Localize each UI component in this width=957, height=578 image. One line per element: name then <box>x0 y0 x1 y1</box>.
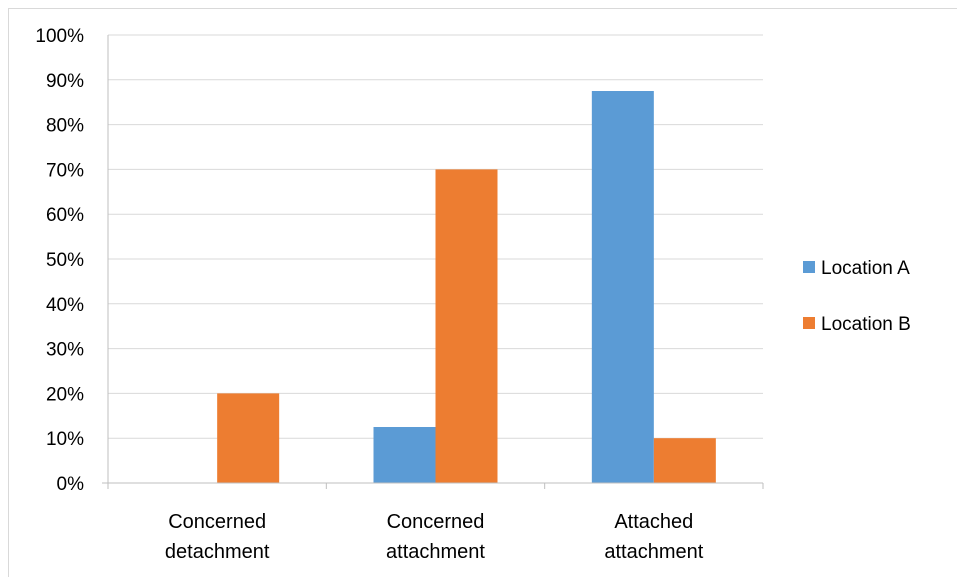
y-tick-label: 0% <box>57 474 85 495</box>
legend-swatch <box>803 261 815 273</box>
legend-label: Location A <box>821 258 910 279</box>
y-tick-label: 90% <box>46 71 84 92</box>
bar-location-a <box>373 427 436 483</box>
y-tick-label: 10% <box>46 429 84 450</box>
axes <box>102 35 764 489</box>
legend: Location A Location B <box>803 258 911 335</box>
legend-label: Location B <box>821 314 911 335</box>
y-tick-label: 40% <box>46 295 84 316</box>
bar-location-b <box>435 169 498 483</box>
x-category-labels: Concerned detachment Concerned attachment At… <box>165 511 704 563</box>
x-category-label: Concerned detachment <box>165 511 270 563</box>
bars <box>217 91 716 483</box>
y-tick-label: 60% <box>46 205 84 226</box>
bar-location-b <box>217 393 280 483</box>
x-category-label: Concerned attachment <box>386 511 485 563</box>
bar-location-b <box>653 438 716 483</box>
y-tick-labels: 0% 10% 20% 30% 40% 50% 60% 70% 80% 90% 100% <box>35 26 84 495</box>
y-tick-label: 20% <box>46 384 84 405</box>
y-tick-label: 80% <box>46 116 84 137</box>
y-tick-label: 100% <box>35 26 84 47</box>
y-tick-label: 70% <box>46 160 84 181</box>
bar-location-a <box>591 91 654 483</box>
y-tick-label: 30% <box>46 340 84 361</box>
x-category-label: Attached attachment <box>604 511 703 563</box>
legend-swatch <box>803 317 815 329</box>
y-tick-label: 50% <box>46 250 84 271</box>
